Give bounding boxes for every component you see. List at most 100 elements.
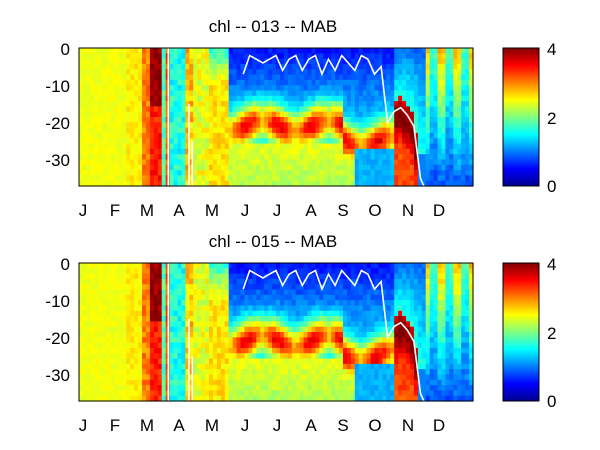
heatmap-cell xyxy=(331,263,336,269)
heatmap-cell xyxy=(153,90,159,97)
heatmap-cell xyxy=(86,159,92,166)
heatmap-cell xyxy=(256,138,261,145)
heatmap-cell xyxy=(193,58,198,65)
heatmap-cell xyxy=(287,342,293,349)
heatmap-cell xyxy=(118,90,123,97)
heatmap-cell xyxy=(398,106,403,113)
heatmap-cell xyxy=(390,305,395,312)
heatmap-cell xyxy=(260,390,265,397)
heatmap-cell xyxy=(358,326,364,333)
heatmap-cell xyxy=(342,79,348,86)
heatmap-cell xyxy=(185,289,190,296)
heatmap-cell xyxy=(220,175,226,182)
heatmap-cell xyxy=(429,159,435,166)
heatmap-cell xyxy=(402,106,407,113)
heatmap-cell xyxy=(236,63,242,70)
heatmap-cell xyxy=(378,316,383,322)
heatmap-cell xyxy=(177,363,183,370)
heatmap-cell xyxy=(307,154,313,161)
heatmap-cell xyxy=(212,143,218,150)
heatmap-cell xyxy=(323,379,328,386)
heatmap-cell xyxy=(382,273,387,280)
heatmap-cell xyxy=(406,321,411,328)
heatmap-cell xyxy=(82,132,88,139)
heatmap-cell xyxy=(295,358,301,365)
heatmap-cell xyxy=(185,175,190,182)
heatmap-cell xyxy=(394,273,399,280)
heatmap-cell xyxy=(232,138,238,145)
heatmap-cell xyxy=(157,58,163,65)
heatmap-cell xyxy=(358,127,364,134)
heatmap-cell xyxy=(252,111,257,118)
heatmap-cell xyxy=(429,300,435,307)
heatmap-cell xyxy=(406,358,411,365)
heatmap-cell xyxy=(161,337,167,344)
heatmap-cell xyxy=(157,342,163,349)
heatmap-cell xyxy=(201,132,206,139)
heatmap-cell xyxy=(433,305,439,312)
heatmap-cell xyxy=(417,143,423,150)
heatmap-cell xyxy=(264,358,269,365)
heatmap-cell xyxy=(268,138,273,145)
heatmap-cell xyxy=(157,374,163,381)
heatmap-cell xyxy=(268,326,273,333)
heatmap-cell xyxy=(291,342,297,349)
heatmap-cell xyxy=(394,369,399,376)
heatmap-cell xyxy=(453,132,458,139)
heatmap-cell xyxy=(291,347,297,354)
heatmap-cell xyxy=(406,127,411,134)
heatmap-cell xyxy=(268,117,273,123)
heatmap-cell xyxy=(252,143,257,150)
heatmap-cell xyxy=(90,385,96,391)
heatmap-cell xyxy=(205,101,210,107)
heatmap-cell xyxy=(185,111,190,118)
heatmap-cell xyxy=(118,143,123,150)
heatmap-cell xyxy=(197,374,202,381)
heatmap-cell xyxy=(445,90,450,97)
heatmap-cell xyxy=(272,180,277,187)
heatmap-cell xyxy=(386,159,391,166)
heatmap-cell xyxy=(181,101,186,107)
heatmap-cell xyxy=(366,353,372,360)
heatmap-cell xyxy=(224,310,230,317)
heatmap-cell xyxy=(205,363,210,370)
heatmap-cell xyxy=(283,263,289,269)
heatmap-cell xyxy=(465,148,470,155)
heatmap-cell xyxy=(224,127,230,134)
heatmap-cell xyxy=(106,310,112,317)
heatmap-cell xyxy=(134,132,139,139)
heatmap-cell xyxy=(98,117,104,123)
heatmap-cell xyxy=(130,48,135,54)
heatmap-cell xyxy=(394,90,399,97)
heatmap-cell xyxy=(279,117,285,123)
heatmap-cell xyxy=(94,310,100,317)
heatmap-cell xyxy=(181,117,186,123)
heatmap-cell xyxy=(110,63,116,70)
heatmap-cell xyxy=(287,326,293,333)
heatmap-cell xyxy=(358,347,364,354)
heatmap-cell xyxy=(90,111,96,118)
heatmap-cell xyxy=(386,273,391,280)
heatmap-cell xyxy=(248,85,253,92)
heatmap-cell xyxy=(366,294,372,301)
heatmap-cell xyxy=(252,385,257,391)
heatmap-cell xyxy=(453,63,458,70)
heatmap-cell xyxy=(149,332,155,338)
heatmap-cell xyxy=(295,69,301,76)
heatmap-cell xyxy=(386,69,391,76)
heatmap-cell xyxy=(339,138,344,145)
heatmap-cell xyxy=(224,268,230,275)
heatmap-cell xyxy=(248,289,253,296)
heatmap-cell xyxy=(138,374,143,381)
heatmap-cell xyxy=(283,353,289,360)
heatmap-cell xyxy=(362,48,368,54)
heatmap-cell xyxy=(323,273,328,280)
heatmap-cell xyxy=(346,390,352,397)
heatmap-cell xyxy=(445,63,450,70)
heatmap-cell xyxy=(370,305,376,312)
heatmap-cell xyxy=(465,101,470,107)
heatmap-cell xyxy=(177,58,183,65)
heatmap-cell xyxy=(201,284,206,291)
heatmap-cell xyxy=(122,326,127,333)
heatmap-cell xyxy=(185,164,190,171)
